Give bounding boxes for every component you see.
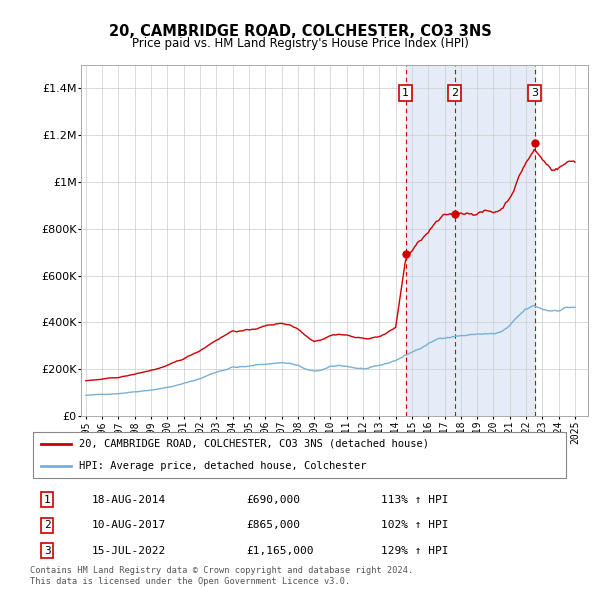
Text: 2: 2: [451, 88, 458, 98]
Text: £865,000: £865,000: [246, 520, 300, 530]
Text: 20, CAMBRIDGE ROAD, COLCHESTER, CO3 3NS (detached house): 20, CAMBRIDGE ROAD, COLCHESTER, CO3 3NS …: [79, 439, 428, 449]
Text: 129% ↑ HPI: 129% ↑ HPI: [381, 546, 449, 556]
Text: £690,000: £690,000: [246, 495, 300, 504]
Text: 102% ↑ HPI: 102% ↑ HPI: [381, 520, 449, 530]
Text: 2: 2: [44, 520, 50, 530]
Text: 3: 3: [532, 88, 538, 98]
Text: HPI: Average price, detached house, Colchester: HPI: Average price, detached house, Colc…: [79, 461, 366, 471]
Text: 3: 3: [44, 546, 50, 556]
Text: 10-AUG-2017: 10-AUG-2017: [92, 520, 166, 530]
Text: 1: 1: [402, 88, 409, 98]
Text: 18-AUG-2014: 18-AUG-2014: [92, 495, 166, 504]
Text: £1,165,000: £1,165,000: [246, 546, 314, 556]
FancyBboxPatch shape: [33, 432, 566, 478]
Text: 20, CAMBRIDGE ROAD, COLCHESTER, CO3 3NS: 20, CAMBRIDGE ROAD, COLCHESTER, CO3 3NS: [109, 24, 491, 38]
Text: 1: 1: [44, 495, 50, 504]
Text: 15-JUL-2022: 15-JUL-2022: [92, 546, 166, 556]
Text: Price paid vs. HM Land Registry's House Price Index (HPI): Price paid vs. HM Land Registry's House …: [131, 37, 469, 50]
Text: 113% ↑ HPI: 113% ↑ HPI: [381, 495, 449, 504]
Bar: [406, 65, 535, 416]
Text: Contains HM Land Registry data © Crown copyright and database right 2024.
This d: Contains HM Land Registry data © Crown c…: [30, 566, 413, 586]
